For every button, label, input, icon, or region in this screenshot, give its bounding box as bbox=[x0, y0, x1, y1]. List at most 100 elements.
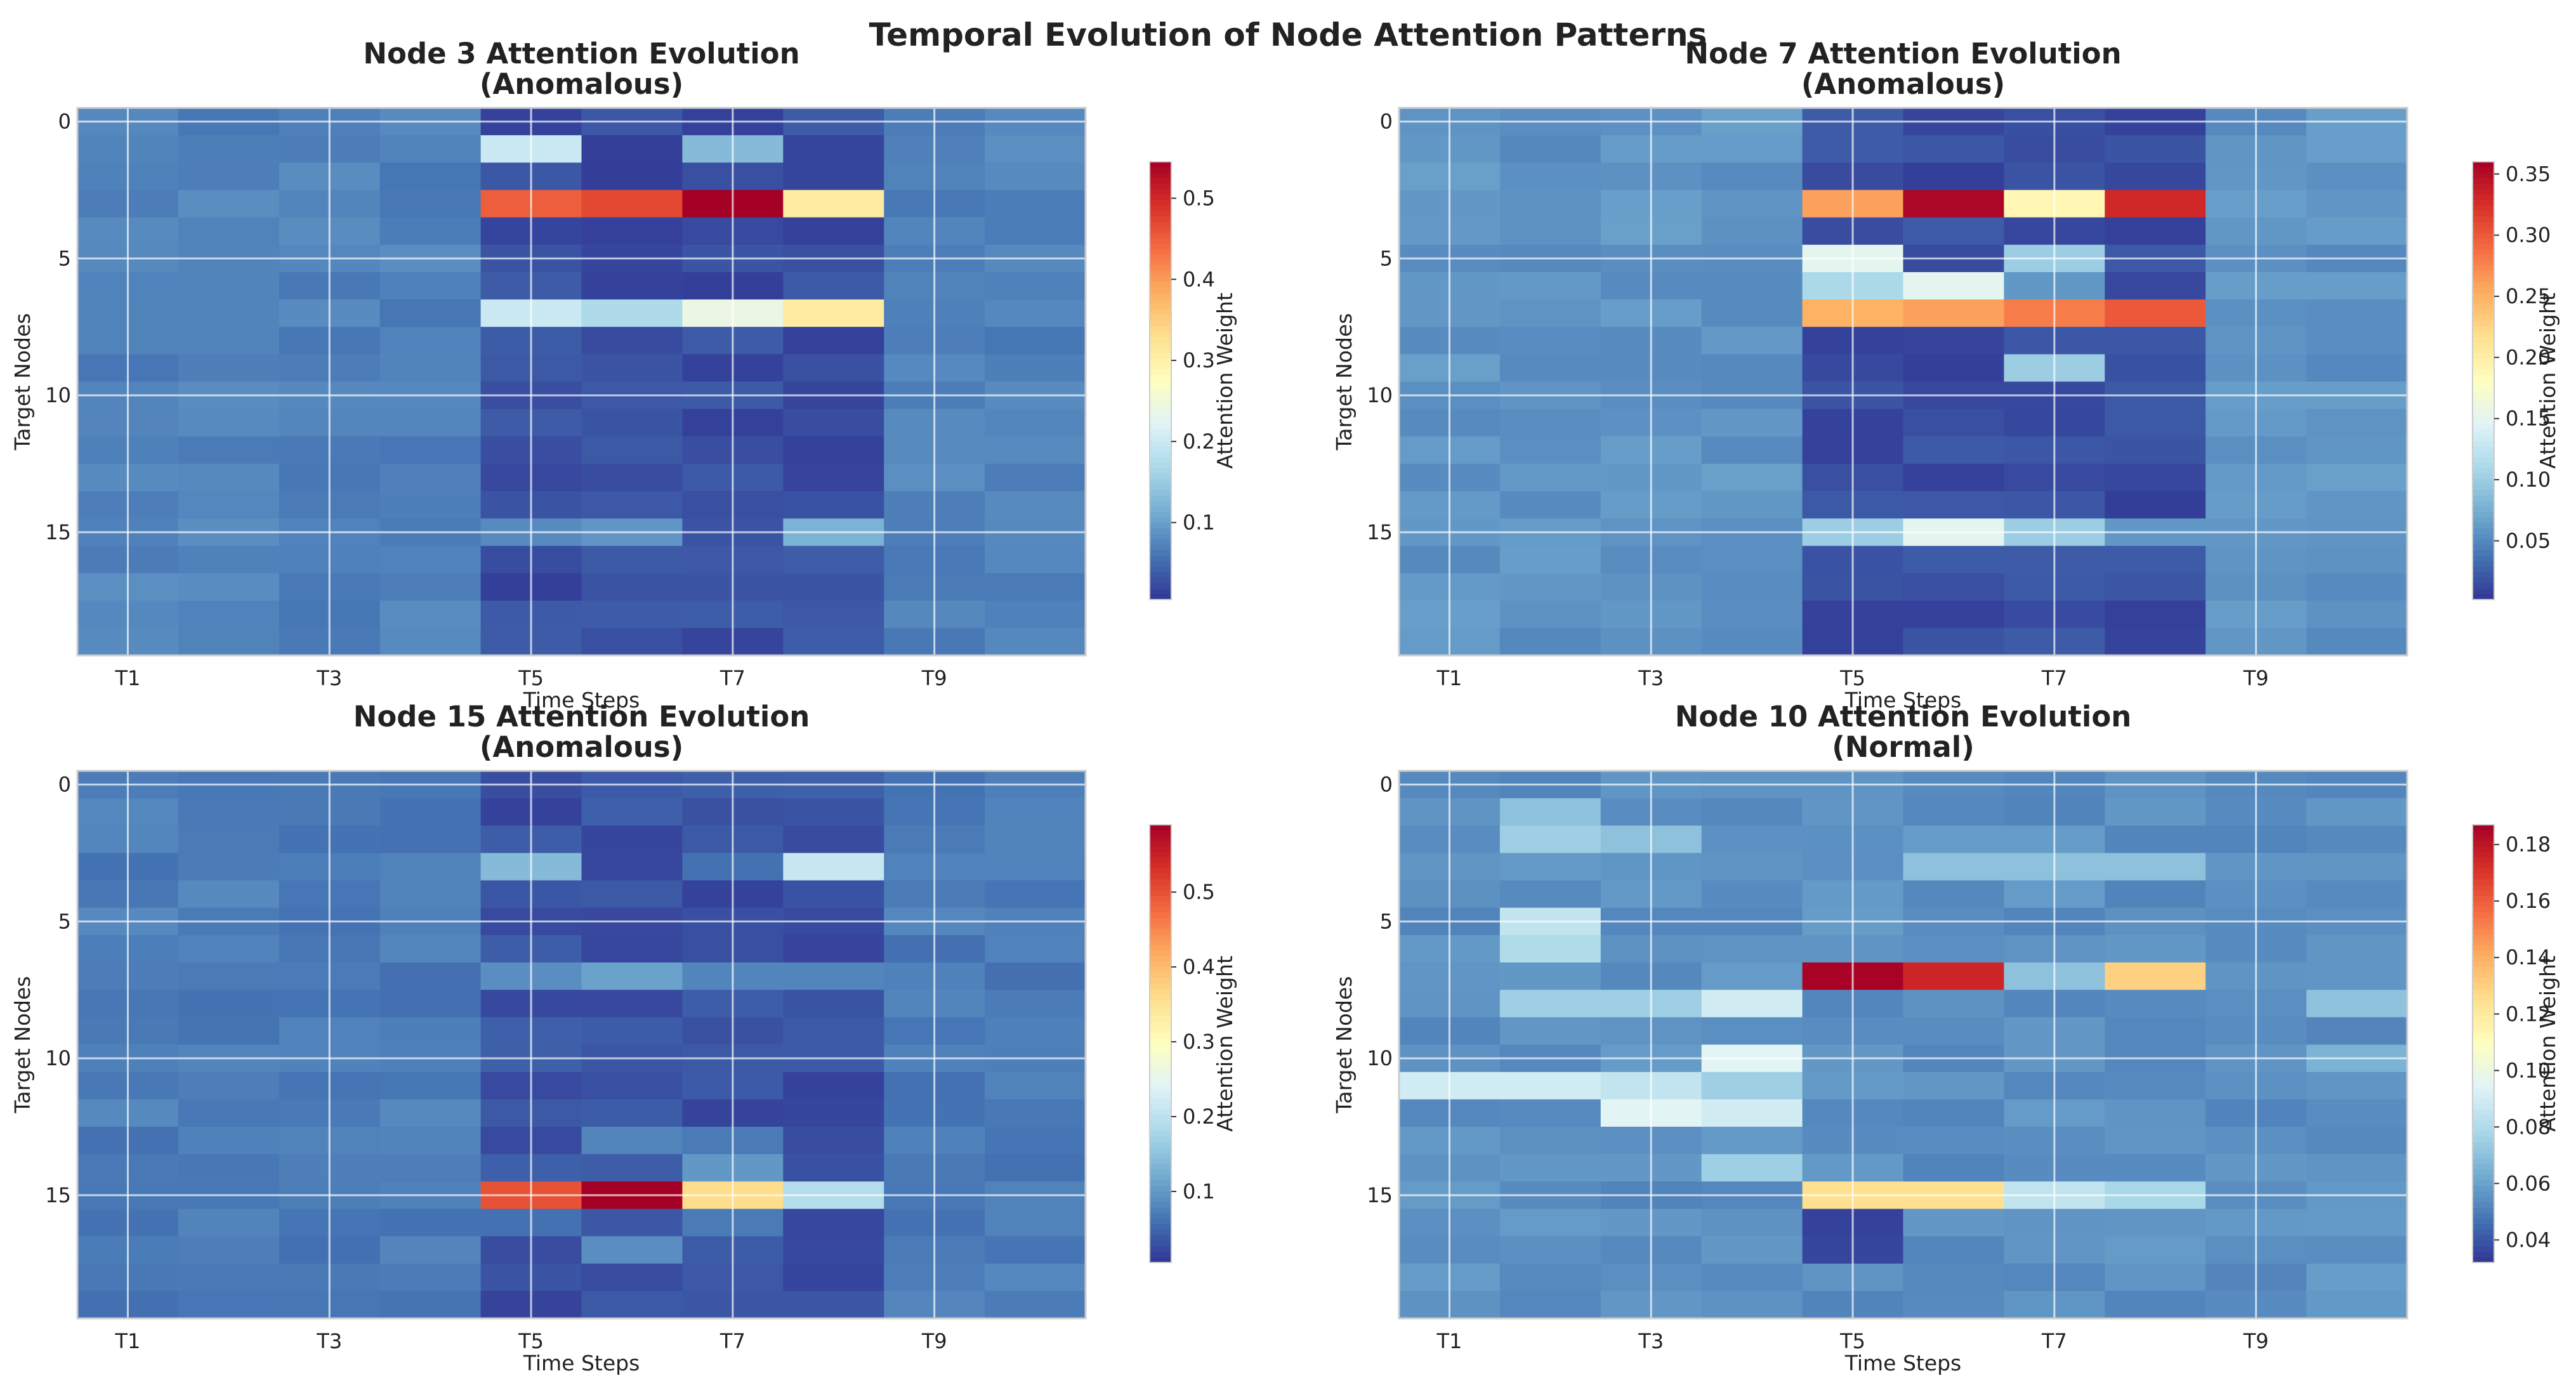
colorbar-tick-label: 0.4 bbox=[1183, 267, 1215, 291]
heatmap-cell bbox=[1499, 354, 1601, 383]
plot-frame bbox=[1398, 770, 2408, 1320]
heatmap-cell bbox=[1499, 1072, 1601, 1100]
heatmap-cell bbox=[1701, 546, 1803, 574]
colorbar-segment bbox=[1150, 501, 1171, 508]
heatmap-cell bbox=[2306, 327, 2408, 355]
heatmap-cell bbox=[1499, 491, 1601, 519]
colorbar-segment bbox=[1150, 1093, 1171, 1099]
heatmap-cell bbox=[2105, 1072, 2206, 1100]
colorbar-segment bbox=[2473, 167, 2494, 174]
heatmap-cell bbox=[783, 798, 884, 826]
heatmap-cell bbox=[1701, 798, 1803, 826]
colorbar-segment bbox=[2473, 528, 2494, 535]
colorbar: 0.1 0.2 0.3 0.4 0.5 Attention Weight bbox=[1149, 161, 1237, 600]
heatmap-cell bbox=[783, 1290, 884, 1319]
colorbar-segment bbox=[2473, 907, 2494, 913]
colorbar-segment bbox=[2473, 950, 2494, 957]
heatmap-cell bbox=[2306, 962, 2408, 990]
heatmap-cell bbox=[2105, 1099, 2206, 1127]
colorbar: 0.04 0.06 0.08 0.10 0.12 0.14 0.16 0.18 Attentio… bbox=[2472, 824, 2560, 1263]
colorbar-segment bbox=[2473, 1016, 2494, 1023]
heatmap-cell bbox=[581, 573, 683, 601]
heatmap-cell bbox=[985, 135, 1086, 163]
heatmap-cell bbox=[1701, 962, 1803, 990]
heatmap-cell bbox=[2306, 600, 2408, 629]
colorbar-segment bbox=[2473, 260, 2494, 266]
colorbar-segment bbox=[2473, 556, 2494, 562]
colorbar-segment bbox=[2473, 506, 2494, 513]
heatmap-cell bbox=[1701, 327, 1803, 355]
heatmap-cell bbox=[1701, 354, 1803, 383]
heatmap-cell bbox=[2306, 1263, 2408, 1292]
heatmap-panel: Node 7 Attention Evolution(Anomalous) T1 T… bbox=[1332, 37, 2560, 712]
heatmap-cell bbox=[985, 798, 1086, 826]
heatmap-cell bbox=[379, 825, 482, 854]
heatmap-cell bbox=[1499, 990, 1601, 1018]
colorbar-segment bbox=[2473, 309, 2494, 316]
heatmap-cell bbox=[2105, 853, 2206, 881]
heatmap-cell bbox=[178, 436, 280, 464]
heatmap-cell bbox=[1701, 1236, 1803, 1264]
heatmap-cell bbox=[1903, 1263, 2004, 1292]
heatmap-cell bbox=[2306, 1017, 2408, 1046]
colorbar-segment bbox=[2473, 1153, 2494, 1159]
colorbar-segment bbox=[1150, 408, 1171, 414]
colorbar-segment bbox=[1150, 1147, 1171, 1154]
colorbar-segment bbox=[1150, 435, 1171, 442]
colorbar-segment bbox=[1150, 928, 1171, 935]
colorbar-segment bbox=[2473, 1186, 2494, 1192]
colorbar-segment bbox=[2473, 244, 2494, 250]
colorbar-segment bbox=[1150, 227, 1171, 233]
colorbar-segment bbox=[2473, 287, 2494, 294]
heatmap-cell bbox=[379, 409, 482, 437]
colorbar-segment bbox=[2473, 1120, 2494, 1127]
colorbar-segment bbox=[1150, 238, 1171, 245]
colorbar-segment bbox=[2473, 440, 2494, 447]
colorbar-segment bbox=[1150, 577, 1171, 584]
heatmap-cell bbox=[178, 1072, 280, 1100]
colorbar-segment bbox=[1150, 1098, 1171, 1105]
colorbar-segment bbox=[1150, 473, 1171, 480]
colorbar-tick-label: 0.4 bbox=[1183, 955, 1215, 979]
x-tick-label: T5 bbox=[1839, 666, 1865, 690]
heatmap-cell bbox=[985, 935, 1086, 963]
heatmap-cell bbox=[1701, 436, 1803, 464]
colorbar-segment bbox=[2473, 457, 2494, 464]
heatmap-cell bbox=[1701, 1017, 1803, 1046]
colorbar-segment bbox=[2473, 337, 2494, 343]
x-tick-label: T5 bbox=[1839, 1329, 1865, 1353]
colorbar-segment bbox=[2473, 1251, 2494, 1258]
heatmap-cell bbox=[581, 463, 683, 492]
colorbar-segment bbox=[1150, 221, 1171, 228]
heatmap-cell bbox=[783, 1263, 884, 1292]
colorbar-segment bbox=[2473, 413, 2494, 420]
colorbar-segment bbox=[1150, 233, 1171, 239]
heatmap-cell bbox=[783, 880, 884, 909]
colorbar-segment bbox=[2473, 1246, 2494, 1252]
heatmap-cell bbox=[1903, 1099, 2004, 1127]
heatmap-cell bbox=[1701, 162, 1803, 191]
colorbar-segment bbox=[1150, 381, 1171, 387]
heatmap-cell bbox=[1499, 1209, 1601, 1237]
colorbar-segment bbox=[1150, 325, 1171, 332]
colorbar-segment bbox=[1150, 852, 1171, 858]
colorbar-segment bbox=[2473, 852, 2494, 858]
colorbar-segment bbox=[2473, 381, 2494, 387]
colorbar-segment bbox=[2473, 1038, 2494, 1044]
colorbar-segment bbox=[1150, 1257, 1171, 1263]
figure-title: Temporal Evolution of Node Attention Pat… bbox=[869, 16, 1707, 53]
heatmap-cell bbox=[783, 1209, 884, 1237]
colorbar-segment bbox=[1150, 298, 1171, 305]
heatmap-cell bbox=[985, 491, 1086, 519]
colorbar-segment bbox=[1150, 988, 1171, 995]
colorbar-segment bbox=[2473, 1142, 2494, 1148]
y-tick-label: 10 bbox=[45, 383, 71, 407]
colorbar-segment bbox=[2473, 544, 2494, 551]
colorbar-segment bbox=[1150, 167, 1171, 174]
heatmap-cell bbox=[2306, 880, 2408, 909]
colorbar-segment bbox=[2473, 523, 2494, 529]
colorbar-segment bbox=[2473, 869, 2494, 875]
heatmap-cell bbox=[379, 798, 482, 826]
colorbar-segment bbox=[2473, 277, 2494, 283]
colorbar-segment bbox=[2473, 956, 2494, 962]
